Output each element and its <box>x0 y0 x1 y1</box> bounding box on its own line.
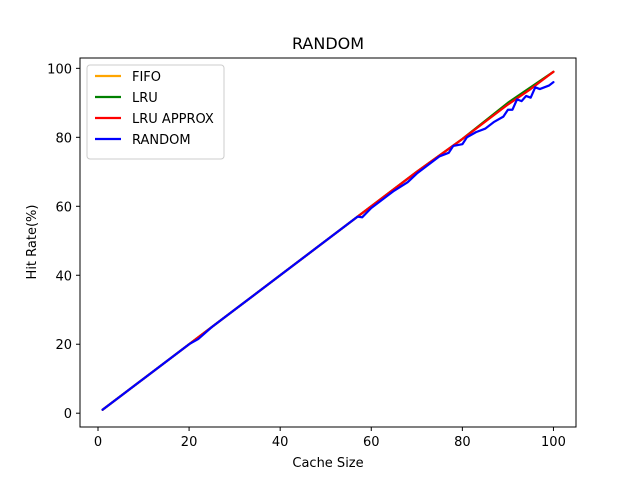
y-tick-label: 20 <box>55 338 72 353</box>
plot-area: 0 20 40 60 80 100 0 20 40 60 80 100 <box>47 57 577 450</box>
x-tick-label: 60 <box>363 435 380 450</box>
legend-label-random: RANDOM <box>132 133 191 148</box>
y-tick-label: 0 <box>64 407 72 422</box>
x-tick-label: 80 <box>454 435 471 450</box>
x-axis-title: Cache Size <box>292 456 363 471</box>
legend-box <box>86 64 225 160</box>
x-tick-label: 100 <box>541 435 566 450</box>
x-tick-label: 0 <box>94 435 102 450</box>
legend-label-fifo: FIFO <box>132 70 161 85</box>
y-tick-label: 40 <box>55 269 72 284</box>
series-line-random <box>101 81 555 411</box>
y-tick-label: 60 <box>55 200 72 215</box>
x-tick-label: 20 <box>181 435 198 450</box>
legend: FIFO LRU LRU APPROX RANDOM <box>86 64 225 160</box>
legend-label-lru: LRU <box>132 91 158 106</box>
axes-frame <box>79 57 577 428</box>
y-axis-title: Hit Rate(%) <box>25 205 40 280</box>
y-tick-label: 80 <box>55 131 72 146</box>
x-tick-label: 40 <box>272 435 289 450</box>
y-tick-label: 100 <box>47 62 72 77</box>
legend-label-lru-approx: LRU APPROX <box>132 112 214 127</box>
chart-title: RANDOM <box>292 34 364 53</box>
